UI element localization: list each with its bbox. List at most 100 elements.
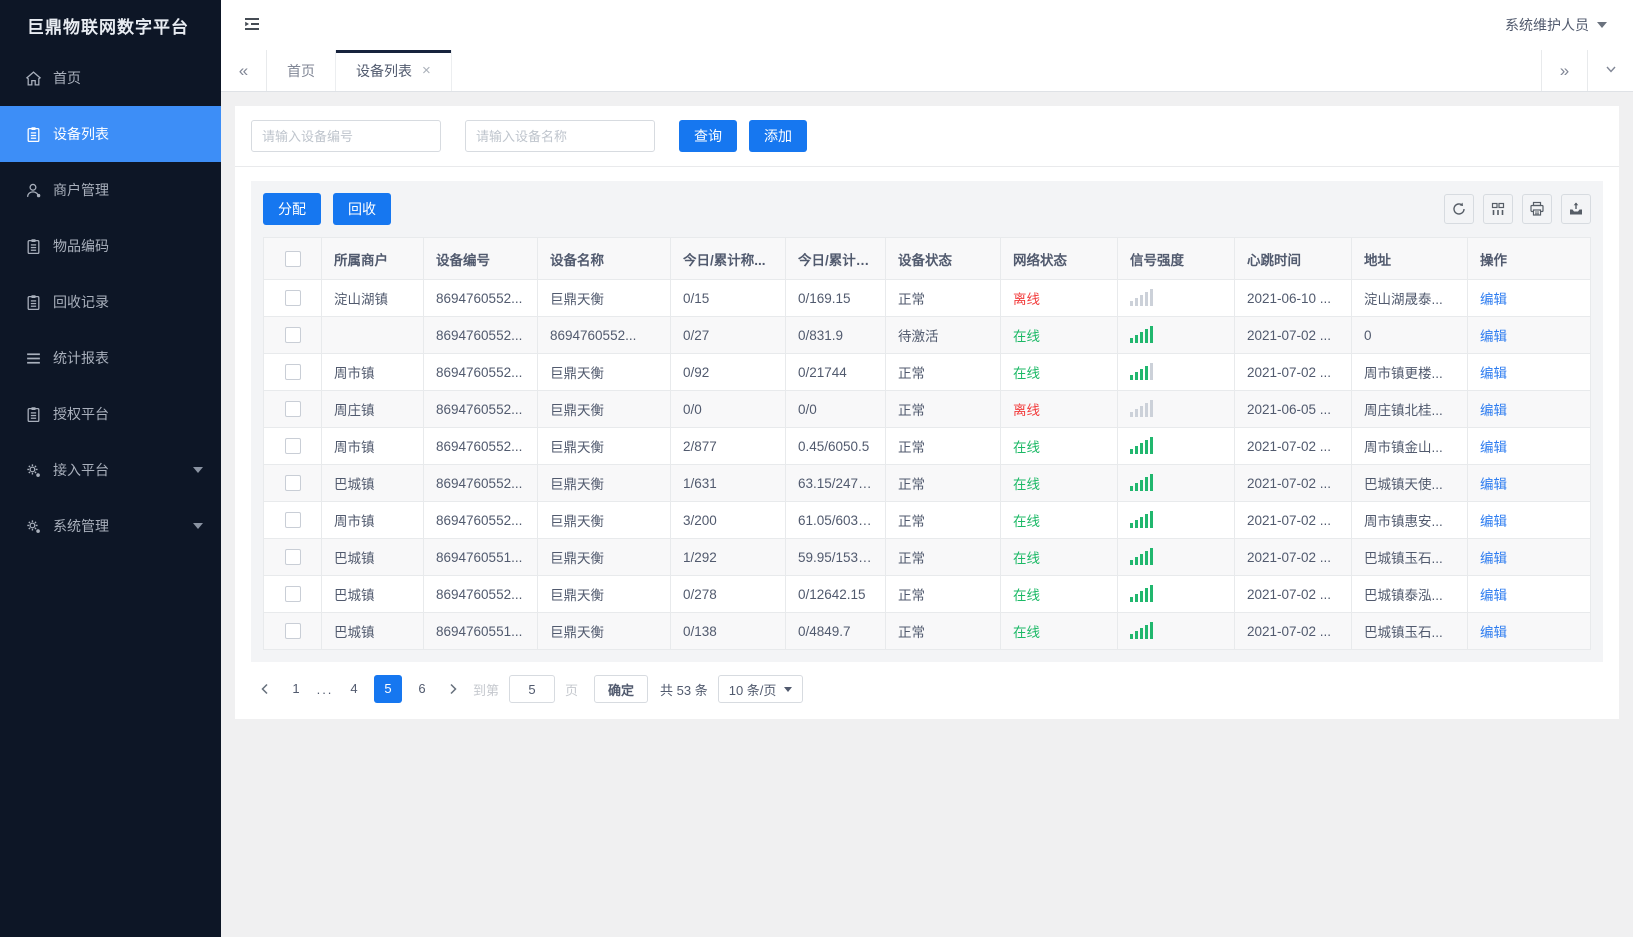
main-area: 系统维护人员 « 首页 设备列表 × » bbox=[221, 0, 1633, 937]
jump-confirm-button[interactable]: 确定 bbox=[594, 675, 649, 703]
sidebar-item-merchant[interactable]: 商户管理 bbox=[0, 162, 221, 218]
cell-device-no: 8694760552... bbox=[423, 464, 538, 502]
edit-link[interactable]: 编辑 bbox=[1480, 292, 1507, 307]
edit-link[interactable]: 编辑 bbox=[1480, 329, 1507, 344]
cell-merchant: 周庄镇 bbox=[321, 390, 424, 428]
tabs-scroll-right-button[interactable]: » bbox=[1541, 50, 1587, 91]
select-all-checkbox[interactable] bbox=[284, 250, 301, 267]
cell-address: 巴城镇玉石... bbox=[1351, 538, 1468, 576]
row-checkbox[interactable] bbox=[284, 512, 301, 528]
cell-merchant: 周市镇 bbox=[321, 353, 424, 391]
query-button[interactable]: 查询 bbox=[679, 120, 737, 152]
page-button[interactable]: 4 bbox=[350, 681, 358, 696]
table-row: 周市镇 8694760552... 巨鼎天衡 2/877 0.45/6050.5 正常 在线… bbox=[263, 427, 1591, 465]
sidebar-item-authorize[interactable]: 授权平台 bbox=[0, 386, 221, 442]
edit-link[interactable]: 编辑 bbox=[1480, 403, 1507, 418]
row-checkbox[interactable] bbox=[284, 586, 301, 602]
edit-link[interactable]: 编辑 bbox=[1480, 440, 1507, 455]
sidebar-item-home[interactable]: 首页 bbox=[0, 50, 221, 106]
device-table: 所属商户 设备编号 设备名称 今日/累计称... 今日/累计重... 设备状态 … bbox=[263, 237, 1591, 650]
edit-link[interactable]: 编辑 bbox=[1480, 551, 1507, 566]
edit-link[interactable]: 编辑 bbox=[1480, 514, 1507, 529]
chevron-down-icon bbox=[193, 523, 203, 529]
tabs-scroll-left-button[interactable]: « bbox=[221, 50, 267, 91]
sidebar-item-system-manage[interactable]: 系统管理 bbox=[0, 498, 221, 554]
recycle-button[interactable]: 回收 bbox=[333, 193, 391, 225]
assign-button[interactable]: 分配 bbox=[263, 193, 321, 225]
add-button[interactable]: 添加 bbox=[749, 120, 807, 152]
tab-home[interactable]: 首页 bbox=[267, 50, 336, 91]
row-checkbox[interactable] bbox=[284, 475, 301, 491]
page-button[interactable]: 6 bbox=[418, 681, 426, 696]
edit-link[interactable]: 编辑 bbox=[1480, 366, 1507, 381]
row-checkbox[interactable] bbox=[284, 327, 301, 343]
device-no-input[interactable] bbox=[251, 120, 441, 152]
jump-suffix-label: 页 bbox=[565, 682, 579, 698]
row-checkbox[interactable] bbox=[284, 549, 301, 565]
row-checkbox[interactable] bbox=[284, 401, 301, 417]
cell-device-name: 巨鼎天衡 bbox=[537, 279, 671, 317]
column-header-merchant: 所属商户 bbox=[321, 237, 424, 280]
columns-icon[interactable] bbox=[1483, 194, 1513, 224]
total-count-label: 共 53 条 bbox=[660, 682, 708, 698]
sidebar-collapse-button[interactable] bbox=[239, 12, 265, 38]
sidebar-item-label: 设备列表 bbox=[53, 126, 109, 142]
table-row: 巴城镇 8694760551... 巨鼎天衡 1/292 59.95/15382... 正… bbox=[263, 538, 1591, 576]
print-icon[interactable] bbox=[1522, 194, 1552, 224]
sidebar-item-report[interactable]: 统计报表 bbox=[0, 330, 221, 386]
tabs-menu-button[interactable] bbox=[1587, 50, 1633, 91]
network-status-badge: 在线 bbox=[1013, 588, 1040, 603]
next-page-button[interactable] bbox=[439, 675, 467, 703]
cell-heartbeat: 2021-06-10 ... bbox=[1234, 279, 1352, 317]
cell-merchant: 巴城镇 bbox=[321, 575, 424, 613]
table-header: 所属商户 设备编号 设备名称 今日/累计称... 今日/累计重... 设备状态 … bbox=[263, 237, 1591, 280]
edit-link[interactable]: 编辑 bbox=[1480, 477, 1507, 492]
page-size-select[interactable]: 10 条/页 bbox=[717, 675, 804, 703]
sidebar-item-item-code[interactable]: 物品编码 bbox=[0, 218, 221, 274]
page-button-current[interactable]: 5 bbox=[374, 675, 402, 703]
cell-today-count: 1/631 bbox=[670, 464, 786, 502]
content-area: 查询 添加 分配 回收 bbox=[221, 92, 1633, 937]
row-checkbox[interactable] bbox=[284, 438, 301, 454]
cell-action: 编辑 bbox=[1467, 612, 1591, 650]
user-menu[interactable]: 系统维护人员 bbox=[1505, 15, 1607, 35]
jump-page-input[interactable] bbox=[509, 675, 556, 703]
app-title: 巨鼎物联网数字平台 bbox=[27, 17, 189, 37]
cell-signal bbox=[1117, 390, 1235, 428]
pagination: 1... 4 5 6 到第 页 确定 共 53 条 10 条/页 bbox=[235, 662, 1619, 719]
cell-merchant: 巴城镇 bbox=[321, 612, 424, 650]
tab-device-list[interactable]: 设备列表 × bbox=[336, 50, 452, 91]
network-status-badge: 在线 bbox=[1013, 477, 1040, 492]
cell-signal bbox=[1117, 353, 1235, 391]
close-icon[interactable]: × bbox=[422, 62, 431, 79]
cell-device-name: 巨鼎天衡 bbox=[537, 612, 671, 650]
tab-label: 首页 bbox=[287, 62, 315, 79]
edit-link[interactable]: 编辑 bbox=[1480, 625, 1507, 640]
signal-strength-icon bbox=[1130, 288, 1153, 306]
cell-action: 编辑 bbox=[1467, 353, 1591, 391]
device-name-input[interactable] bbox=[465, 120, 655, 152]
cell-device-no: 8694760551... bbox=[423, 538, 538, 576]
edit-link[interactable]: 编辑 bbox=[1480, 588, 1507, 603]
cell-today-count: 0/0 bbox=[670, 390, 786, 428]
sidebar-item-access-platform[interactable]: 接入平台 bbox=[0, 442, 221, 498]
cell-network-status: 在线 bbox=[1000, 538, 1118, 576]
sidebar-item-recycle-record[interactable]: 回收记录 bbox=[0, 274, 221, 330]
row-checkbox[interactable] bbox=[284, 290, 301, 306]
sidebar-item-label: 接入平台 bbox=[53, 462, 109, 478]
page-button[interactable]: 1 bbox=[292, 681, 300, 696]
refresh-icon[interactable] bbox=[1444, 194, 1474, 224]
sidebar-item-device-list[interactable]: 设备列表 bbox=[0, 106, 221, 162]
cell-signal bbox=[1117, 279, 1235, 317]
sidebar: 巨鼎物联网数字平台 首页 设备列表 商户管理 bbox=[0, 0, 221, 937]
prev-page-button[interactable] bbox=[251, 675, 279, 703]
network-status-badge: 在线 bbox=[1013, 625, 1040, 640]
cell-address: 周市镇金山... bbox=[1351, 427, 1468, 465]
double-chevron-right-icon: » bbox=[1559, 60, 1570, 80]
cell-device-status: 正常 bbox=[885, 390, 1001, 428]
row-checkbox[interactable] bbox=[284, 364, 301, 380]
export-icon[interactable] bbox=[1561, 194, 1591, 224]
row-checkbox[interactable] bbox=[284, 623, 301, 639]
chevron-down-icon bbox=[1597, 22, 1607, 28]
cell-signal bbox=[1117, 427, 1235, 465]
